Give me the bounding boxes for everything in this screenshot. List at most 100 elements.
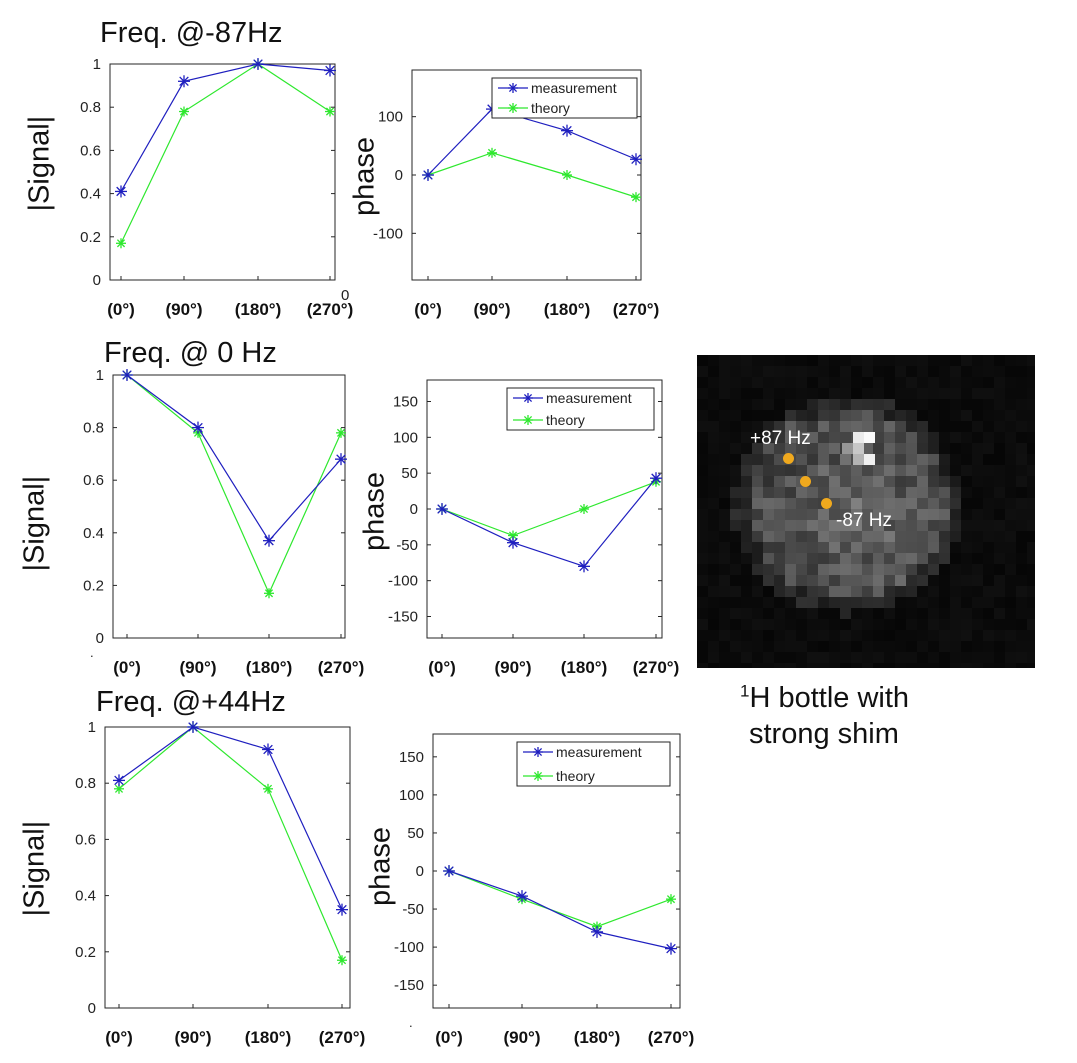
y-tick-label: 0.2 [83, 577, 104, 594]
x-tick-label: (270°) [319, 1028, 365, 1047]
point-theory-3 [337, 955, 347, 966]
chart-5: -150 -100 -50 0 50 100 150 (0°) (90°) (180°) (270°… [394, 733, 694, 1047]
point-measurement-1 [507, 536, 519, 549]
point-theory-1 [179, 106, 189, 117]
series-line-theory [120, 63, 331, 244]
y-tick-label: 0.4 [80, 186, 101, 203]
x-tick-label: (0°) [435, 1028, 463, 1047]
point-theory-2 [579, 504, 589, 514]
point-measurement-2 [262, 743, 274, 756]
y-tick-label: 0.2 [80, 229, 101, 246]
y-tick-label: 0.6 [83, 472, 104, 489]
mri-image: +87 Hz -87 Hz [697, 355, 1035, 668]
point-measurement-3 [324, 64, 336, 77]
marker-dot-2 [800, 476, 811, 487]
point-measurement-3 [335, 453, 347, 466]
legend-marker-theory [533, 771, 543, 781]
y-tick-label: 0.4 [75, 888, 96, 905]
y-tick-label: 150 [393, 394, 418, 411]
x-tick-label: (270°) [648, 1028, 694, 1047]
series-line-measurement [118, 726, 343, 910]
x-tick-label: (180°) [544, 300, 590, 319]
x-tick-label: (90°) [473, 300, 510, 319]
x-tick-label: (0°) [414, 300, 442, 319]
image-caption: 1H bottle with strong shim [740, 680, 909, 752]
chart-3: -150 -100 -50 0 50 100 150 (0°) (90°) (180°) (270°… [388, 379, 679, 677]
y-tick-label: -50 [396, 537, 418, 554]
y-tick-label: 0.8 [83, 420, 104, 437]
x-tick-label: (90°) [503, 1028, 540, 1047]
row-title-plus44: Freq. @+44Hz [96, 686, 286, 718]
x-tick-label: (0°) [107, 300, 135, 319]
legend-marker-measurement [523, 393, 533, 403]
row-title-0hz: Freq. @ 0 Hz [104, 337, 277, 369]
ylabel-phase-row3: phase [364, 827, 397, 907]
legend-label-measurement: measurement [556, 744, 642, 760]
y-tick-label: 0 [416, 863, 424, 880]
stray-dot-row2: . [90, 645, 94, 660]
row-title-neg87: Freq. @-87Hz [100, 17, 283, 49]
legend-marker-measurement [508, 83, 518, 93]
x-tick-label: (0°) [428, 658, 456, 677]
series-line-theory [126, 374, 342, 595]
x-tick-label: (270°) [318, 658, 364, 677]
series-line-theory [427, 152, 637, 198]
point-measurement-2 [252, 58, 264, 70]
ylabel-phase-row1: phase [348, 137, 381, 217]
point-measurement-3 [336, 903, 348, 916]
x-tick-label: (180°) [561, 658, 607, 677]
ylabel-phase-row2: phase [358, 472, 391, 552]
y-tick-label: 0 [96, 630, 104, 647]
y-tick-label: -150 [394, 977, 424, 994]
caption-line-1-text: H bottle with [749, 682, 910, 714]
legend-marker-theory [523, 415, 533, 425]
point-theory-3 [325, 106, 335, 117]
point-measurement-3 [630, 153, 642, 166]
x-tick-label: (270°) [307, 300, 353, 319]
y-tick-label: 100 [378, 109, 403, 126]
y-tick-label: 0.6 [75, 831, 96, 848]
point-measurement-3 [650, 472, 662, 485]
x-tick-label: (0°) [105, 1028, 133, 1047]
y-tick-label: 1 [96, 367, 104, 384]
y-tick-label: 50 [407, 825, 424, 842]
legend: measurement theory [506, 387, 655, 431]
x-tick-label: (180°) [246, 658, 292, 677]
point-theory-2 [264, 588, 274, 599]
y-tick-label: -100 [388, 573, 418, 590]
x-tick-label: (270°) [613, 300, 659, 319]
y-tick-label: 0.8 [75, 775, 96, 792]
x-tick-label: (180°) [245, 1028, 291, 1047]
legend-marker-theory [508, 103, 518, 113]
point-measurement-1 [516, 890, 528, 903]
series-line-theory [118, 726, 343, 961]
point-measurement-0 [121, 369, 133, 381]
point-theory-0 [116, 238, 126, 249]
y-tick-label: 50 [401, 465, 418, 482]
y-tick-label: 150 [399, 749, 424, 766]
point-measurement-2 [578, 560, 590, 573]
y-tick-label: 0 [410, 501, 418, 518]
stray-zero: 0 [341, 287, 350, 304]
series-line-measurement [427, 108, 637, 176]
point-theory-2 [562, 170, 572, 180]
legend: measurement theory [491, 77, 638, 119]
point-measurement-0 [113, 774, 125, 787]
chart-4: 0 0.2 0.4 0.6 0.8 1 (0°) (90°) (180°) (270°) [75, 719, 365, 1047]
point-measurement-2 [263, 534, 275, 547]
ylabel-signal-row3: |Signal| [18, 820, 51, 917]
caption-line-1: 1H bottle with [740, 680, 909, 716]
x-tick-label: (0°) [113, 658, 141, 677]
series-line-measurement [126, 374, 342, 542]
legend-marker-measurement [533, 747, 543, 757]
caption-superscript: 1 [740, 681, 750, 701]
chart-1: -100 0 100 (0°) (90°) (180°) (270°) measurement… [373, 69, 659, 319]
axes-box [109, 63, 336, 281]
legend-label-theory: theory [531, 100, 570, 116]
point-measurement-1 [187, 721, 199, 733]
label-plus87: +87 Hz [750, 428, 811, 449]
point-theory-1 [487, 147, 497, 158]
point-theory-3 [336, 427, 346, 438]
legend-label-theory: theory [546, 412, 585, 428]
